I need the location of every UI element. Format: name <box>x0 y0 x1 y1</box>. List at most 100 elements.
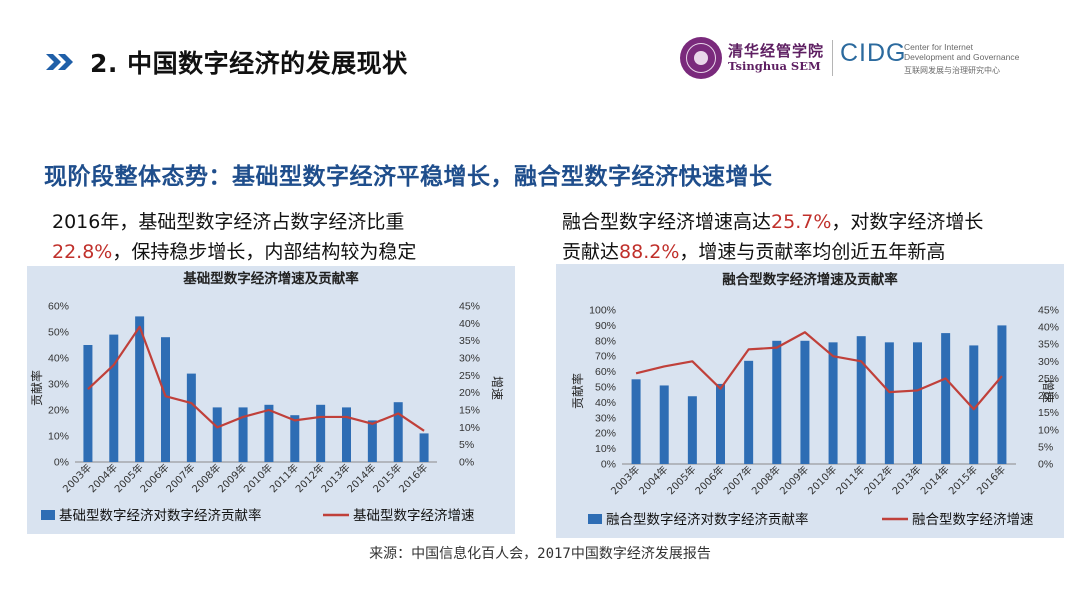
growth-line <box>87 325 425 432</box>
y-tick-label: 100% <box>589 305 616 317</box>
bar-mark <box>772 340 782 464</box>
x-tick-label: 2005年 <box>664 463 698 497</box>
y-tick-label: 30% <box>48 379 69 391</box>
logo-area: 清华经管学院 Tsinghua SEM CIDG Center for Inte… <box>680 37 1040 81</box>
y2-axis-label: 增速 <box>1041 379 1055 403</box>
x-tick-label: 2010年 <box>805 463 839 497</box>
growth-line <box>635 331 1003 411</box>
x-tick-label: 2016年 <box>396 461 430 495</box>
right-summary-line-2: 贡献达88.2%，增速与贡献率均创近五年新高 <box>562 237 983 267</box>
bar-mark <box>631 379 641 464</box>
left-highlight-value: 22.8% <box>52 241 113 263</box>
y2-tick-label: 5% <box>1038 441 1053 453</box>
y-tick-label: 10% <box>595 443 616 455</box>
x-tick-label: 2006年 <box>692 463 726 497</box>
legend-bar-swatch <box>41 510 55 520</box>
y2-tick-label: 30% <box>459 353 480 365</box>
y2-tick-label: 40% <box>1038 322 1059 334</box>
y2-tick-label: 20% <box>1038 390 1059 402</box>
right-line1-post: ，对数字经济增长 <box>831 211 984 233</box>
bar-mark <box>744 360 754 464</box>
bar-mark <box>884 342 894 464</box>
y-tick-label: 50% <box>595 382 616 394</box>
sem-logo-english: Tsinghua SEM <box>728 59 821 73</box>
y2-tick-label: 10% <box>1038 424 1059 436</box>
x-tick-label: 2015年 <box>946 463 980 497</box>
y2-tick-label: 20% <box>459 387 480 399</box>
y-tick-label: 10% <box>48 431 69 443</box>
bar-mark <box>290 415 300 462</box>
x-tick-label: 2009年 <box>777 463 811 497</box>
left-summary-line-2: 22.8%，保持稳步增长，内部结构较为稳定 <box>52 237 416 267</box>
bar-mark <box>342 407 351 462</box>
y2-tick-label: 15% <box>459 405 480 417</box>
x-tick-label: 2014年 <box>918 463 952 497</box>
double-chevron-right-icon <box>46 54 73 70</box>
sem-logo-chinese: 清华经管学院 <box>728 42 825 60</box>
left-summary-line-1: 2016年，基础型数字经济占数字经济比重 <box>52 211 405 233</box>
bar-mark <box>659 385 669 464</box>
y-tick-label: 30% <box>595 412 616 424</box>
cidg-english-name: Center for Internet Development and Gove… <box>904 42 1044 62</box>
right-line1-pre: 融合型数字经济增速高达 <box>562 211 772 233</box>
y-tick-label: 60% <box>595 366 616 378</box>
bar-mark <box>419 433 429 462</box>
bar-mark <box>969 345 979 464</box>
y2-tick-label: 25% <box>1038 373 1059 385</box>
left-summary: 2016年，基础型数字经济占数字经济比重 22.8%，保持稳步增长，内部结构较为… <box>52 207 416 267</box>
x-tick-label: 2016年 <box>974 463 1008 497</box>
y2-tick-label: 45% <box>459 301 480 313</box>
right-summary-line-1: 融合型数字经济增速高达25.7%，对数字经济增长 <box>562 207 983 237</box>
right-highlight-growth: 25.7% <box>771 211 832 233</box>
y2-tick-label: 5% <box>459 439 474 451</box>
page-title: 2. 中国数字经济的发展现状 <box>90 49 408 78</box>
chart-title: 融合型数字经济增速及贡献率 <box>722 271 898 288</box>
y-axis-label: 贡献率 <box>29 370 44 406</box>
bar-mark <box>161 337 170 462</box>
bar-mark <box>186 373 196 462</box>
y2-tick-label: 10% <box>459 422 480 434</box>
x-tick-label: 2008年 <box>749 463 783 497</box>
y2-tick-label: 35% <box>1038 339 1059 351</box>
source-note: 来源：中国信息化百人会，2017中国数字经济发展报告 <box>369 546 711 562</box>
legend-bar-label: 基础型数字经济对数字经济贡献率 <box>59 507 262 524</box>
bar-mark <box>83 345 93 462</box>
x-tick-label: 2004年 <box>636 463 670 497</box>
bar-mark <box>941 333 951 464</box>
chart-title: 基础型数字经济增速及贡献率 <box>183 270 359 287</box>
right-summary: 融合型数字经济增速高达25.7%，对数字经济增长 贡献达88.2%，增速与贡献率… <box>562 207 983 267</box>
tsinghua-seal-logo <box>680 37 722 79</box>
y-tick-label: 60% <box>48 301 69 313</box>
y-axis-label: 贡献率 <box>570 373 585 409</box>
y-tick-label: 20% <box>48 405 69 417</box>
legend-line-label: 基础型数字经济增速 <box>353 507 475 524</box>
y2-tick-label: 0% <box>1038 459 1053 471</box>
x-tick-label: 2012年 <box>861 463 895 497</box>
y2-axis-label: 增速 <box>490 376 504 400</box>
bar-mark <box>212 407 222 462</box>
y2-tick-label: 35% <box>459 335 480 347</box>
right-line2-post: ，增速与贡献率均创近五年新高 <box>679 241 946 263</box>
y2-tick-label: 25% <box>459 370 480 382</box>
logo-divider <box>832 40 833 76</box>
cidg-english-line-1: Center for Internet <box>904 42 973 52</box>
bar-mark <box>109 334 119 462</box>
y-tick-label: 40% <box>595 397 616 409</box>
y2-tick-label: 0% <box>459 457 474 469</box>
chart-basic-digital-economy: 基础型数字经济增速及贡献率 0% 10% 20% 30% 40% 50% 60% 0% 5% 10%… <box>27 266 515 534</box>
cidg-logo: CIDG <box>840 39 907 67</box>
y-tick-label: 50% <box>48 327 69 339</box>
bar-mark <box>135 316 145 462</box>
legend-bar-swatch <box>588 514 602 524</box>
bar-mark <box>856 336 866 464</box>
bar-mark <box>316 404 326 462</box>
bar-mark <box>997 325 1007 464</box>
legend-bar-label: 融合型数字经济对数字经济贡献率 <box>606 511 809 528</box>
cidg-english-line-2: Development and Governance <box>904 52 1020 62</box>
y2-tick-label: 45% <box>1038 305 1059 317</box>
y-tick-label: 80% <box>595 335 616 347</box>
y-tick-label: 0% <box>601 459 616 471</box>
bar-mark <box>367 420 377 462</box>
cidg-chinese-name: 互联网发展与治理研究中心 <box>904 66 1000 75</box>
chart-integrated-digital-economy: 融合型数字经济增速及贡献率 0% 10% 20% 30% 40% 50% 60% 70% 80% 9… <box>556 264 1064 538</box>
